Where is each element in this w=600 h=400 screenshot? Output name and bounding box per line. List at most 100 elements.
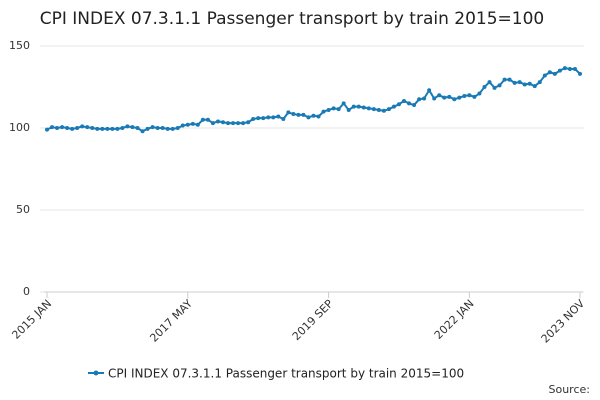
data-point xyxy=(150,125,155,130)
data-point xyxy=(502,77,507,82)
chart-title: CPI INDEX 07.3.1.1 Passenger transport b… xyxy=(40,9,544,29)
data-point xyxy=(321,109,326,114)
x-tick-label: 2015 JAN xyxy=(9,297,54,342)
data-point xyxy=(306,115,311,120)
data-point xyxy=(80,124,85,129)
data-point xyxy=(477,91,482,96)
data-point xyxy=(462,94,467,99)
data-point xyxy=(562,66,567,71)
data-point xyxy=(437,93,442,98)
data-point xyxy=(281,116,286,121)
data-point xyxy=(160,126,165,130)
data-point xyxy=(472,94,477,99)
data-point xyxy=(100,126,105,131)
data-point xyxy=(442,95,447,100)
data-point xyxy=(447,94,452,99)
data-point xyxy=(512,80,517,85)
data-point xyxy=(220,120,225,125)
data-point xyxy=(180,123,185,128)
data-point xyxy=(266,115,271,120)
data-point xyxy=(95,126,100,131)
data-point xyxy=(251,116,256,121)
data-point xyxy=(457,95,462,100)
data-point xyxy=(215,119,220,124)
data-point xyxy=(567,66,572,71)
data-point xyxy=(386,107,391,112)
data-point xyxy=(351,104,356,109)
data-point xyxy=(301,112,306,117)
data-point xyxy=(185,122,190,127)
data-point xyxy=(120,126,125,130)
data-point xyxy=(190,121,195,126)
data-point xyxy=(452,97,457,102)
data-point xyxy=(236,121,241,126)
data-point xyxy=(412,103,417,108)
data-point xyxy=(246,120,251,125)
data-point xyxy=(311,113,316,118)
data-point xyxy=(422,96,427,101)
data-point xyxy=(371,107,376,112)
data-point xyxy=(175,126,180,130)
data-point xyxy=(366,106,371,111)
data-point xyxy=(241,121,246,126)
data-point xyxy=(55,126,60,130)
data-point xyxy=(226,121,231,126)
data-point xyxy=(537,80,542,85)
data-point xyxy=(391,104,396,109)
data-point xyxy=(170,126,175,131)
data-point xyxy=(396,102,401,107)
data-point xyxy=(331,106,336,111)
data-point xyxy=(407,101,412,106)
data-point xyxy=(497,83,502,88)
data-point xyxy=(291,112,296,117)
data-point xyxy=(417,97,422,102)
data-point xyxy=(210,121,215,126)
y-tick-label: 100 xyxy=(9,121,30,134)
data-point xyxy=(85,125,90,130)
data-point xyxy=(205,117,210,122)
data-point xyxy=(261,116,266,121)
data-point xyxy=(361,105,366,110)
data-point xyxy=(145,126,150,131)
data-point xyxy=(552,71,557,76)
data-point xyxy=(467,93,472,98)
data-point xyxy=(427,88,432,93)
data-point xyxy=(231,121,236,126)
data-point xyxy=(130,125,135,130)
data-point xyxy=(532,84,537,89)
data-point xyxy=(432,96,437,101)
data-point xyxy=(507,77,512,82)
data-point xyxy=(547,70,552,75)
x-tick-label: 2019 SEP xyxy=(290,297,336,343)
data-point xyxy=(276,114,281,119)
data-point xyxy=(296,112,301,117)
data-point xyxy=(155,126,160,130)
x-tick-label: 2023 NOV xyxy=(539,297,588,346)
y-tick-label: 50 xyxy=(16,203,30,216)
data-point xyxy=(90,126,95,130)
data-point xyxy=(517,80,522,85)
data-point xyxy=(135,126,140,130)
data-point xyxy=(195,122,200,127)
data-point xyxy=(336,107,341,112)
data-point xyxy=(140,129,145,134)
x-tick-label: 2022 JAN xyxy=(432,297,477,342)
data-point xyxy=(200,117,205,122)
source: Source: xyxy=(549,383,591,396)
data-point xyxy=(165,126,170,131)
data-point xyxy=(110,126,115,131)
legend-marker xyxy=(93,370,99,376)
data-point xyxy=(402,98,407,103)
data-point xyxy=(341,101,346,106)
data-point xyxy=(578,71,582,76)
data-point xyxy=(75,126,80,130)
data-point xyxy=(482,85,487,89)
data-point xyxy=(376,107,381,112)
data-point xyxy=(522,82,527,87)
data-point xyxy=(356,104,361,109)
data-point xyxy=(487,80,492,85)
legend-label: CPI INDEX 07.3.1.1 Passenger transport b… xyxy=(108,367,464,381)
data-point xyxy=(45,127,49,132)
data-point xyxy=(105,126,110,131)
